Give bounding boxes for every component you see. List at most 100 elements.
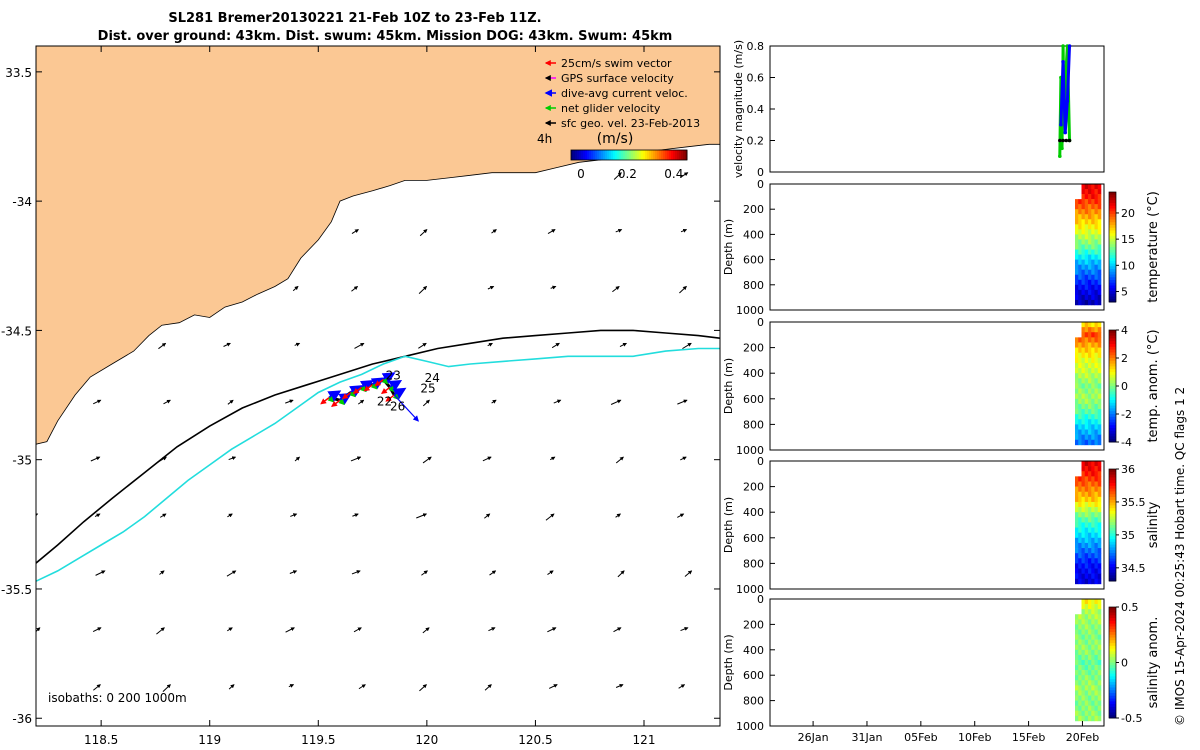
heatmap-cell — [1081, 424, 1086, 430]
heatmap-cell — [1094, 378, 1099, 384]
heatmap-cell — [1097, 695, 1102, 701]
heatmap-cell — [1091, 675, 1095, 681]
heatmap-cell — [1081, 639, 1086, 646]
colorbar-prefix: 4h — [537, 132, 552, 146]
heatmap-cell — [1094, 599, 1099, 605]
geo-arrow — [351, 229, 359, 234]
heatmap-cell — [1091, 352, 1095, 359]
colorbar-cell — [685, 150, 688, 160]
geo-arrow — [94, 513, 101, 518]
heatmap-cell — [1091, 388, 1095, 394]
heatmap-cell — [1094, 680, 1099, 686]
isobaths-label: isobaths: 0 200 1000m — [48, 691, 187, 705]
colorbar-cell — [1109, 536, 1116, 540]
heatmap-cell — [1088, 279, 1092, 286]
heatmap-cell — [1091, 634, 1095, 640]
heatmap-cell — [1075, 204, 1079, 210]
geo-arrow — [418, 285, 428, 295]
geo-arrow — [682, 342, 692, 350]
geo-arrow — [294, 342, 301, 347]
heatmap-cell — [1097, 332, 1102, 338]
heatmap-cell — [1078, 563, 1082, 569]
colorbar-cell — [1109, 607, 1116, 611]
colorbar-cell — [1109, 553, 1116, 557]
geo-arrow — [617, 570, 625, 578]
ytick-label: 0.4 — [747, 103, 765, 116]
colorbar-cell — [1109, 377, 1116, 381]
heatmap-cell — [1091, 439, 1095, 446]
colorbar-cell — [1109, 704, 1116, 708]
heatmap-cell — [1084, 629, 1089, 635]
heatmap-cell — [1081, 194, 1086, 200]
heatmap-cell — [1091, 665, 1095, 671]
heatmap-cell — [1094, 194, 1099, 200]
heatmap-cell — [1088, 398, 1092, 405]
heatmap-cell — [1097, 710, 1102, 717]
geo-arrow — [357, 399, 365, 405]
heatmap-cell — [1084, 264, 1089, 270]
heatmap-cell — [1078, 548, 1082, 554]
geo-arrow — [294, 456, 301, 462]
map-xtick-label: 119.5 — [301, 733, 335, 747]
heatmap-cell — [1075, 527, 1079, 533]
heatmap-cell — [1075, 229, 1079, 235]
colorbar-cell — [605, 150, 608, 160]
heatmap-cell — [1097, 548, 1102, 554]
heatmap-cell — [1081, 284, 1086, 291]
heatmap-cell — [1081, 224, 1086, 230]
heatmap-cell — [1075, 342, 1079, 348]
day-label-26: 26 — [390, 400, 405, 414]
heatmap-cell — [1094, 573, 1099, 580]
heatmap-cell — [1075, 434, 1079, 441]
heatmap-cell — [1084, 299, 1089, 306]
ytick-label: 200 — [743, 618, 764, 631]
series-point — [1064, 138, 1069, 143]
heatmap-cell — [1081, 373, 1086, 379]
heatmap-cell — [1088, 337, 1092, 343]
colorbar-cell — [637, 150, 640, 160]
colorbar-label: temperature (°C) — [1146, 191, 1161, 303]
heatmap-cell — [1091, 419, 1095, 425]
heatmap-cell — [1084, 553, 1089, 559]
heatmap-cell — [1097, 224, 1102, 230]
heatmap-cell — [1094, 274, 1099, 281]
heatmap-cell — [1081, 466, 1086, 472]
heatmap-cell — [1094, 522, 1099, 528]
colorbar-cell — [1109, 508, 1116, 512]
heatmap-cell — [1097, 219, 1102, 225]
geo-arrow — [677, 399, 688, 405]
colorbar-cell — [1109, 693, 1116, 697]
speed-colorbar: 4h (m/s) 0 0.2 0.4 — [537, 131, 688, 181]
heatmap-cell — [1078, 239, 1082, 245]
geo-arrow — [551, 342, 560, 349]
colorbar-cell — [651, 150, 654, 160]
heatmap-cell — [1097, 491, 1102, 498]
heatmap-cell — [1097, 368, 1102, 374]
colorbar-cell — [659, 150, 662, 160]
geo-arrow — [491, 229, 497, 234]
colorbar-cell — [1109, 400, 1116, 404]
geo-arrow — [422, 627, 430, 634]
colorbar-cell — [1109, 335, 1116, 339]
heatmap-cell — [1097, 476, 1102, 482]
geo-arrow — [159, 570, 165, 575]
colorbar-cell — [1109, 477, 1116, 481]
colorbar-frame — [1108, 191, 1117, 303]
geo-arrow — [549, 456, 556, 461]
heatmap-cell — [1081, 322, 1086, 328]
geo-arrow — [421, 570, 428, 576]
colorbar-cell — [1109, 383, 1116, 387]
map-ytick-label: -35 — [12, 454, 32, 468]
heatmap-cell — [1075, 578, 1079, 585]
heatmap-cell — [1088, 491, 1092, 498]
heatmap-cell — [1088, 654, 1092, 661]
heatmap-cell — [1081, 204, 1086, 210]
heatmap-cell — [1084, 229, 1089, 235]
colorbar-cell — [1109, 288, 1116, 292]
heatmap-cell — [1084, 481, 1089, 487]
heatmap-cell — [1094, 542, 1099, 549]
heatmap-cell — [1084, 294, 1089, 301]
colorbar-cell — [1109, 698, 1116, 702]
colorbar-cell — [1109, 706, 1116, 711]
heatmap-cell — [1081, 269, 1086, 276]
